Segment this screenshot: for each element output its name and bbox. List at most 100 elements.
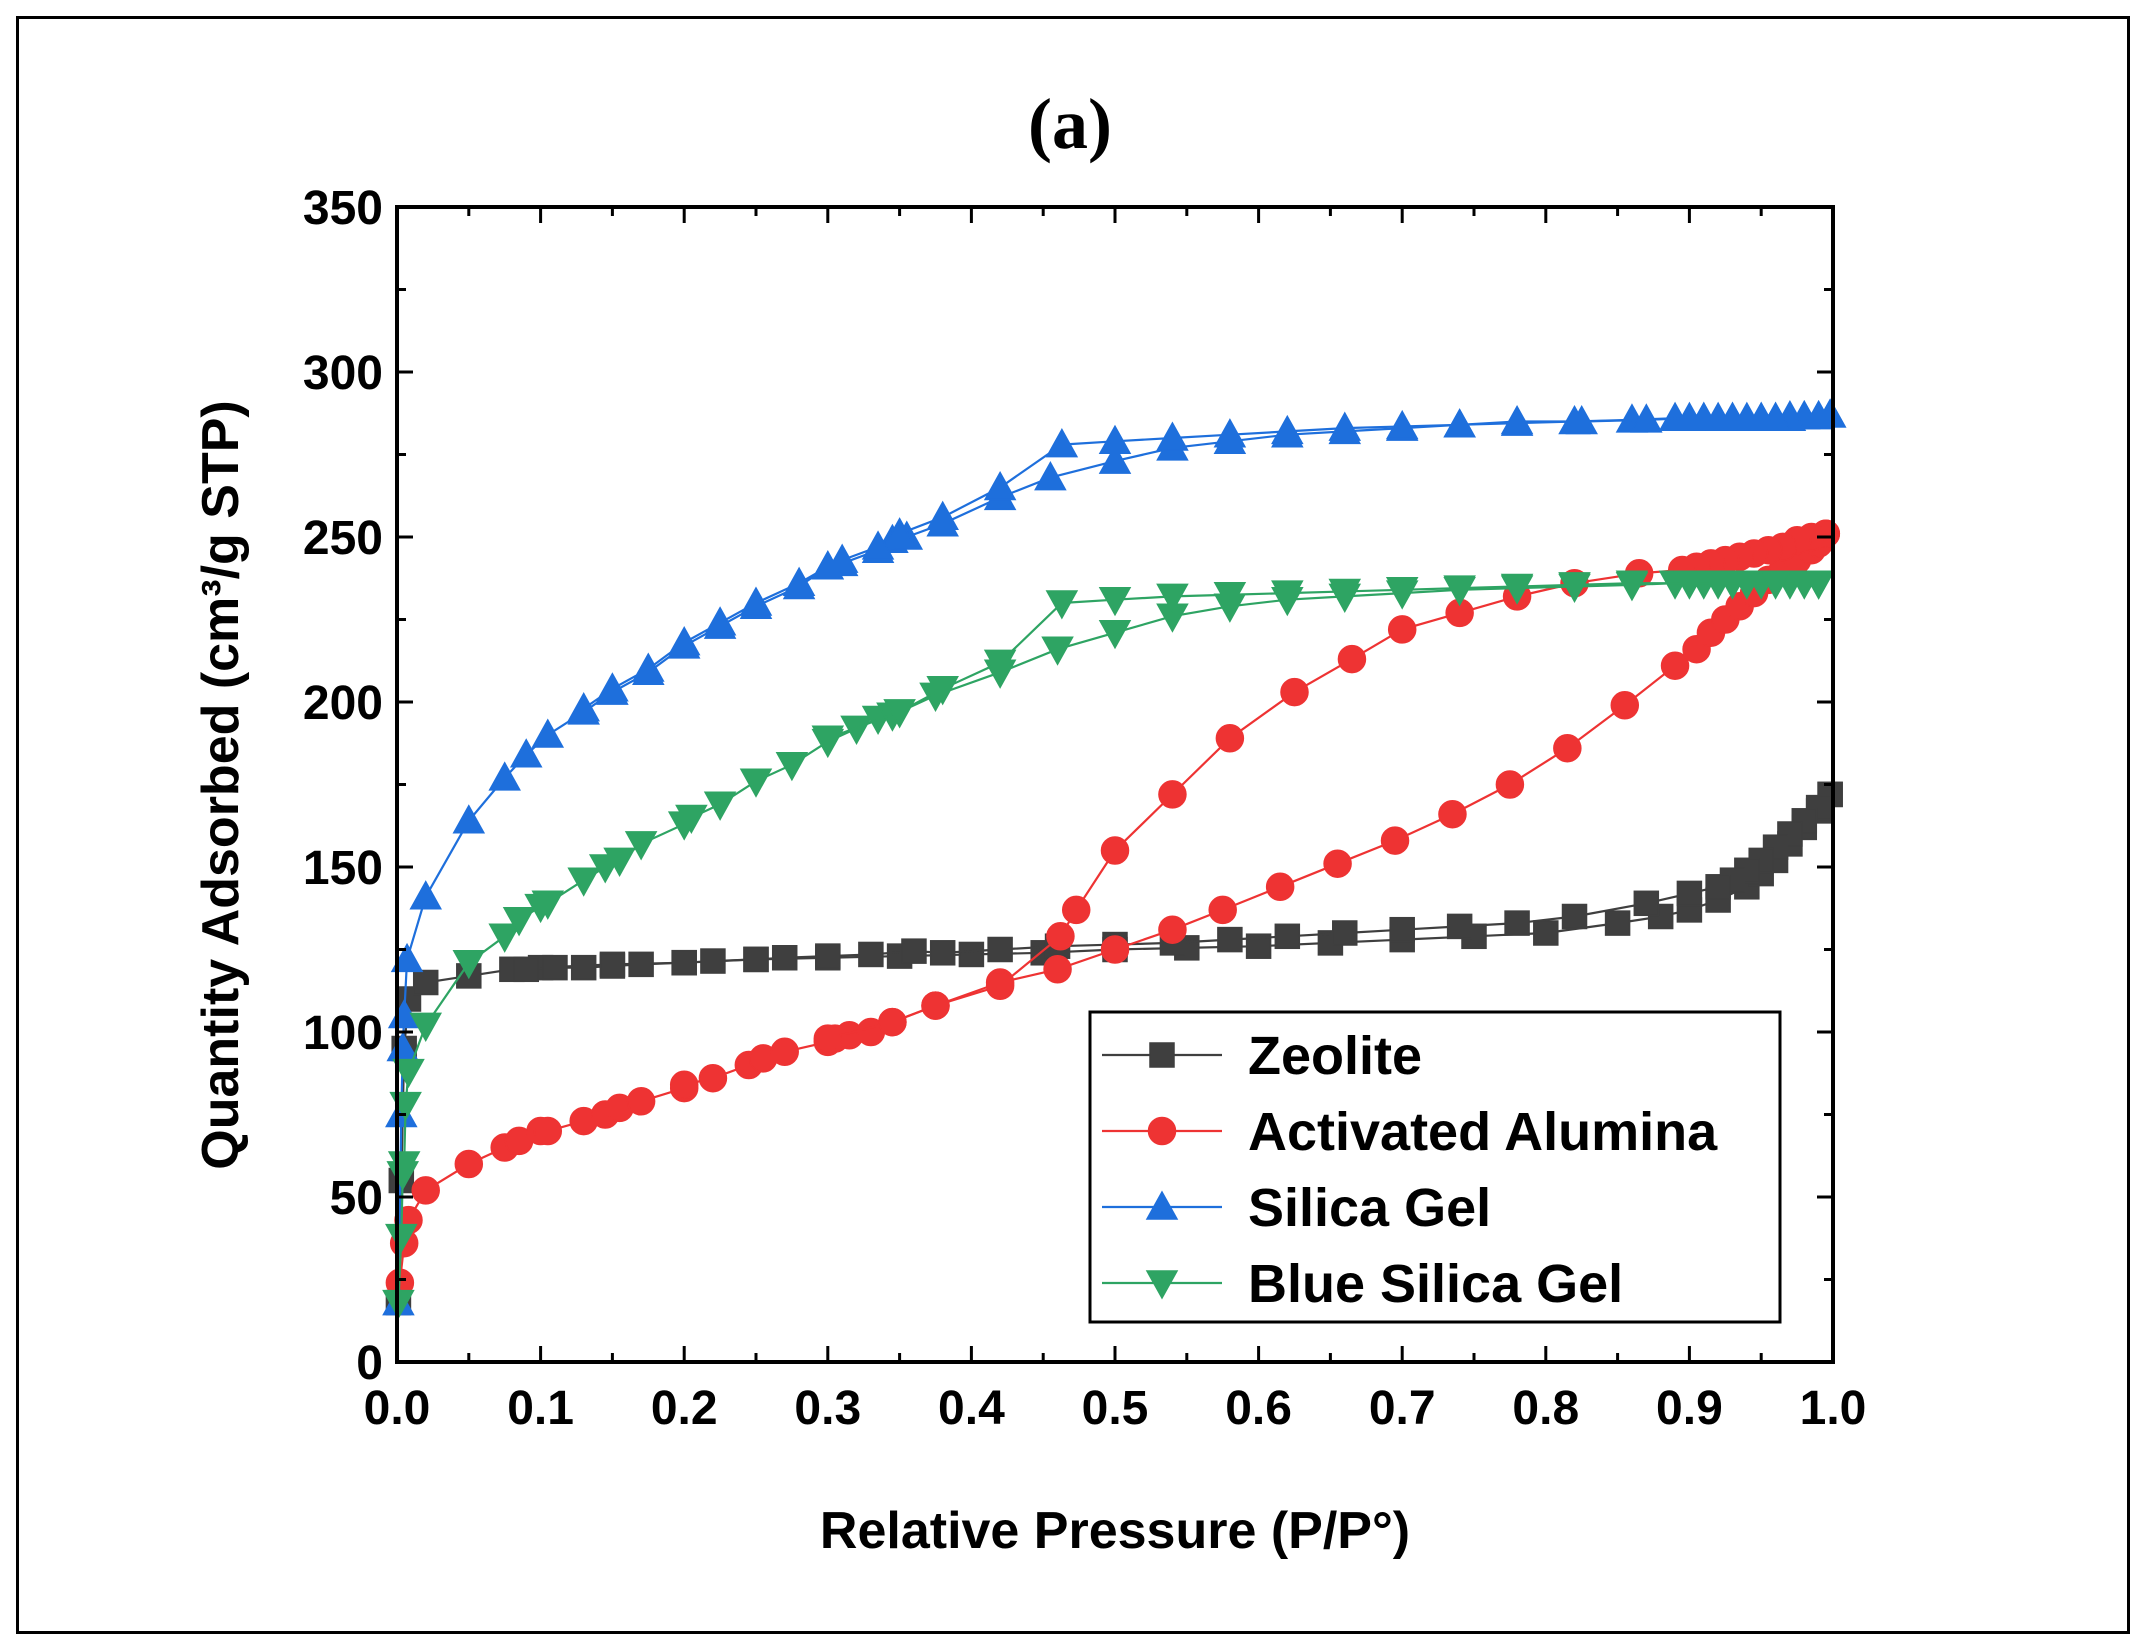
zeolite-point <box>700 948 726 974</box>
zeolite-point <box>987 936 1013 963</box>
blue-silica-gel-point <box>1443 575 1476 605</box>
activated-alumina-point <box>698 1063 728 1093</box>
series-blue-silica-gel <box>382 570 1835 1320</box>
activated-alumina-point <box>921 991 950 1020</box>
activated-alumina-point <box>1610 691 1640 720</box>
blue-silica-gel-point <box>840 715 873 745</box>
silica-gel-point <box>567 692 600 722</box>
silica-gel-point <box>488 761 521 791</box>
blue-silica-gel-point <box>926 676 959 706</box>
legend-label: Activated Alumina <box>1248 1102 1718 1162</box>
blue-silica-gel-point <box>1213 582 1247 612</box>
zeolite-point <box>1274 923 1301 950</box>
activated-alumina-point <box>1553 733 1582 763</box>
y-tick-label: 0 <box>356 1337 383 1390</box>
silica-gel-point <box>390 942 424 973</box>
x-tick-label: 0.8 <box>1512 1382 1579 1435</box>
x-tick-label: 0.2 <box>651 1382 718 1435</box>
blue-silica-gel-point <box>1615 570 1649 600</box>
blue-silica-gel-point <box>488 923 521 953</box>
zeolite-point <box>1676 880 1703 907</box>
silica-gel-point <box>811 550 845 580</box>
legend: Zeolite Activated Alumina Silica Gel Blue S… <box>1088 1010 1782 1324</box>
activated-alumina-point <box>1438 799 1467 829</box>
silica-gel-point <box>739 586 773 616</box>
legend-marker <box>1149 1042 1175 1068</box>
activated-alumina-point <box>1100 836 1130 865</box>
legend-marker <box>1147 1116 1177 1146</box>
zeolite-point <box>628 951 654 978</box>
zeolite-point <box>1504 910 1530 936</box>
blue-silica-gel-point <box>811 725 845 755</box>
legend-item-blue-silica-gel: Blue Silica Gel <box>1102 1254 1623 1314</box>
silica-gel-point <box>1098 424 1132 455</box>
blue-silica-gel-point <box>1500 573 1534 604</box>
blue-silica-gel-point <box>1271 580 1304 610</box>
legend-item-activated-alumina: Activated Alumina <box>1102 1102 1718 1162</box>
figure-frame <box>16 16 2130 1634</box>
silica-gel-point <box>883 517 916 547</box>
activated-alumina-point <box>1100 935 1130 964</box>
silica-gel-point <box>1328 411 1362 441</box>
blue-silica-gel-point <box>1156 583 1189 613</box>
activated-alumina-point <box>1265 872 1295 902</box>
zeolite-point <box>513 956 539 983</box>
blue-silica-gel-point <box>1673 570 1706 600</box>
blue-silica-gel-point <box>452 949 486 980</box>
blue-silica-gel-point <box>983 649 1017 679</box>
activated-alumina-point <box>1215 724 1245 753</box>
x-tick-label: 0.9 <box>1656 1382 1723 1435</box>
activated-alumina-point <box>813 1024 843 1053</box>
blue-silica-gel-point <box>1730 570 1764 600</box>
y-tick-label: 300 <box>303 347 383 400</box>
zeolite-point <box>599 953 626 979</box>
silica-gel-point <box>1271 414 1304 445</box>
legend-label: Silica Gel <box>1248 1178 1491 1238</box>
zeolite-point <box>815 943 841 969</box>
blue-silica-gel-point <box>531 890 565 920</box>
zeolite-point <box>1705 874 1731 900</box>
silica-gel-point <box>409 880 442 910</box>
activated-alumina-point <box>1660 651 1690 680</box>
activated-alumina-point <box>1387 615 1417 644</box>
silica-gel-point <box>1156 421 1189 451</box>
series-activated-alumina <box>385 519 1841 1298</box>
zeolite-point <box>901 938 927 964</box>
silica-gel-point <box>452 804 486 834</box>
blue-silica-gel-point <box>567 867 600 897</box>
blue-silica-gel-point <box>1385 577 1419 607</box>
y-tick-label: 50 <box>330 1172 383 1225</box>
silica-gel-point <box>509 738 543 768</box>
y-tick-label: 100 <box>303 1007 383 1060</box>
activated-alumina-point <box>1337 644 1367 674</box>
blue-silica-gel-point <box>409 1012 442 1042</box>
activated-alumina-point <box>1380 826 1410 855</box>
blue-silica-gel-point <box>1788 570 1821 600</box>
blue-silica-gel-point <box>1098 586 1132 617</box>
activated-alumina-point <box>1043 955 1072 984</box>
zeolite-point <box>858 941 884 968</box>
zeolite-point <box>1389 916 1415 943</box>
blue-silica-gel-point <box>1098 619 1132 650</box>
y-tick-label: 150 <box>303 842 383 895</box>
silica-gel-point <box>1045 428 1079 458</box>
x-tick-label: 0.3 <box>794 1382 861 1435</box>
activated-alumina-point <box>669 1070 699 1100</box>
zeolite-point <box>671 949 697 976</box>
silica-gel-point <box>1385 409 1419 440</box>
x-tick-label: 0.7 <box>1369 1382 1436 1435</box>
activated-alumina-point <box>411 1176 440 1205</box>
legend-marker <box>1145 1270 1179 1300</box>
x-tick-label: 0.0 <box>364 1382 431 1435</box>
silica-gel-point <box>983 470 1017 501</box>
blue-silica-gel-point <box>1045 590 1079 620</box>
silica-gel-point <box>1630 403 1663 433</box>
x-tick-label: 1.0 <box>1800 1382 1867 1435</box>
activated-alumina-point <box>1323 849 1352 878</box>
blue-silica-gel-point <box>775 751 809 782</box>
legend-box <box>1088 1010 1782 1324</box>
legend-item-silica-gel: Silica Gel <box>1102 1178 1491 1238</box>
silica-gel-point <box>1098 444 1132 474</box>
legend-label: Zeolite <box>1248 1026 1422 1086</box>
